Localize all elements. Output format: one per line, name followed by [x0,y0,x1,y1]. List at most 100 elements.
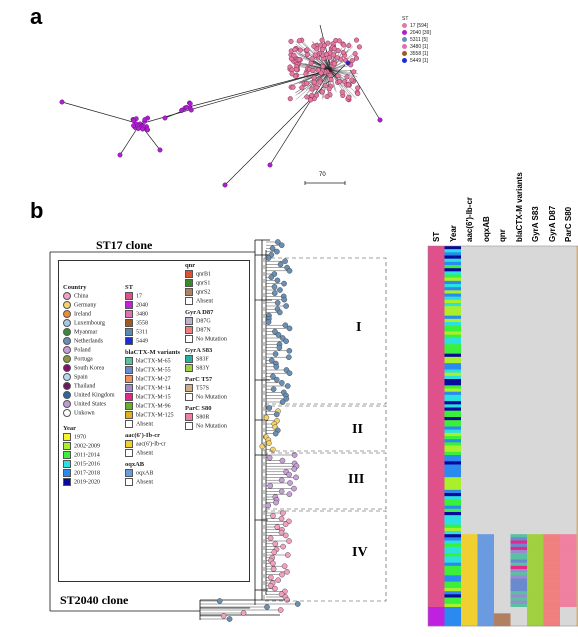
heatmap-cell [477,499,494,503]
heatmap-cell [576,350,578,354]
heatmap-cell [428,512,445,516]
heatmap-cell [428,360,445,364]
legend-swatch [125,337,133,345]
heatmap-cell [543,603,560,608]
heatmap-cell [510,432,527,437]
legend-label: 2017-2018 [74,470,100,477]
heatmap-cell [461,480,478,484]
heatmap-cell [576,426,578,430]
legend-swatch [125,440,133,448]
heatmap-cell [576,575,578,579]
heatmap-frame [427,245,578,627]
heatmap-cell [428,246,445,250]
heatmap-cell [477,366,494,370]
heatmap-cell [444,578,461,582]
heatmap-cell [527,401,544,405]
tree-leaf [284,552,291,558]
network-node-st17 [341,42,347,48]
heatmap-cell [461,271,478,275]
heatmap-cell [428,347,445,351]
heatmap-cell [527,350,544,354]
clone-label-st2040: ST2040 clone [60,593,129,607]
heatmap-cell [477,391,494,396]
heatmap-cell [477,388,494,392]
heatmap-cell [543,353,560,358]
heatmap-cell [510,584,527,589]
heatmap-cell [560,436,577,440]
heatmap-cell [576,600,578,605]
heatmap-cell [576,246,578,250]
heatmap-cell [494,584,511,589]
heatmap-cell [576,280,578,285]
heatmap-cell [477,467,494,472]
network-node-st17 [309,56,315,62]
heatmap-cell [560,543,577,548]
heatmap-cell [576,391,578,396]
heatmap-cell [527,569,544,573]
heatmap-cell [560,584,577,589]
legend-item: 3480 [125,310,185,319]
tree-leaf [291,466,298,472]
heatmap-cell [494,512,511,516]
heatmap-cell [461,404,478,408]
heatmap-cell [428,565,445,570]
heatmap-cell [444,410,461,415]
heatmap-cell [461,546,478,551]
tree-leaf [277,607,284,613]
heatmap-cell [527,398,544,402]
heatmap-cell [428,464,445,468]
heatmap-cell [576,417,578,421]
heatmap-cell [560,334,577,339]
heatmap-cell [428,569,445,573]
legend-swatch [125,384,133,392]
heatmap-cell [494,537,511,541]
legend-item: D87G [185,317,247,326]
heatmap-cell [444,334,461,339]
heatmap-cell [444,508,461,513]
legend-item: blaCTX-M-27 [125,375,185,384]
heatmap-cell [510,439,527,443]
tree-leaf [279,399,286,405]
heatmap-cell [444,255,461,259]
heatmap-cell [527,562,544,567]
network-node-st17 [290,84,296,90]
heatmap-cell [461,521,478,525]
heatmap-cell [444,249,461,253]
heatmap-cell [444,512,461,516]
heatmap-cell [444,458,461,462]
heatmap-cell [527,299,544,304]
network-node-st2040 [142,117,148,123]
heatmap-cell [576,619,578,624]
legend-item: qnrS2 [185,288,247,297]
heatmap-cell [560,382,577,386]
network-edge [329,69,352,84]
heatmap-cell [428,299,445,304]
network-node-st17 [309,92,315,98]
heatmap-cell [560,315,577,320]
heatmap-cell [510,562,527,567]
heatmap-header: blaCTX-M variants [514,172,524,242]
heatmap-cell [576,603,578,608]
heatmap-cell [477,372,494,377]
heatmap-cell [428,296,445,301]
heatmap-cell [444,550,461,554]
heatmap-cell [543,382,560,386]
heatmap-cell [428,588,445,592]
heatmap-cell [477,559,494,563]
legend-item: aac(6')-Ib-cr [125,440,185,449]
heatmap-cell [477,356,494,361]
heatmap-cell [477,337,494,342]
cluster-box-I [263,257,387,405]
heatmap-cell [510,252,527,256]
heatmap-cell [576,613,578,617]
network-node-st17 [326,86,332,92]
heatmap-cell [576,423,578,427]
heatmap-cell [428,493,445,497]
heatmap-cell [527,575,544,579]
legend-item: Poland [63,346,123,355]
heatmap-cell [444,318,461,323]
cluster-label-III: III [348,472,365,487]
legend-label: No Mutation [196,423,227,430]
heatmap-cell [560,527,577,532]
heatmap-cell [444,436,461,440]
